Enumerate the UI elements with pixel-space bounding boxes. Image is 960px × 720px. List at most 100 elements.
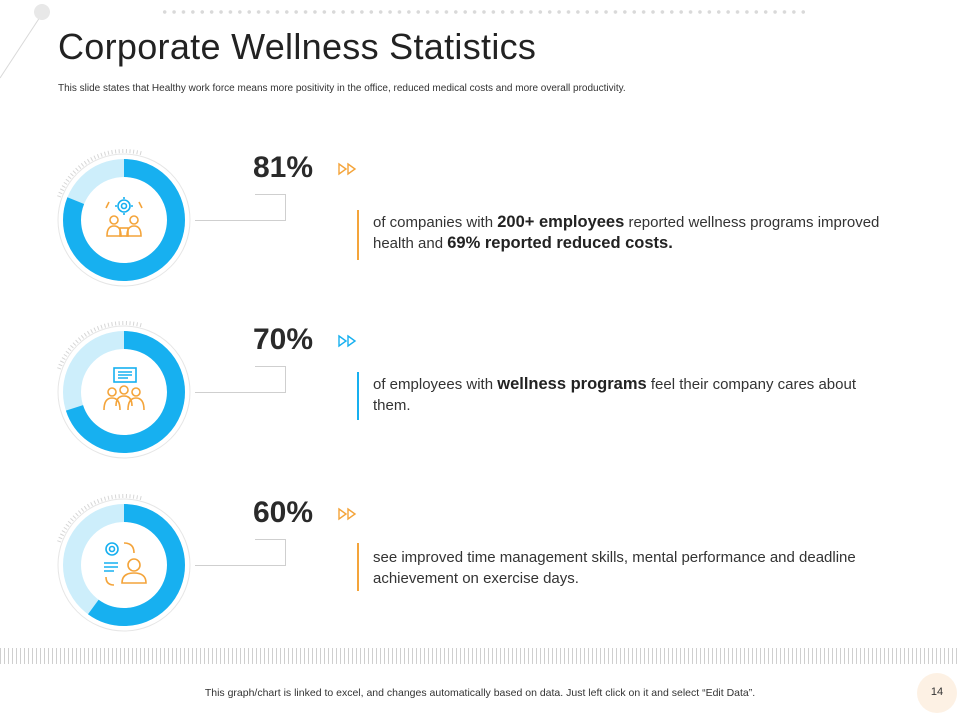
donut-tick-mark: [83, 505, 87, 510]
donut-tick-mark: [59, 533, 64, 537]
donut-tick-mark: [61, 357, 66, 360]
donut-tick-mark: [87, 158, 90, 163]
connector-line: [195, 220, 285, 221]
donut-ticks: [57, 321, 142, 370]
donut-tick-mark: [57, 367, 62, 370]
connector-line: [195, 565, 285, 566]
donut-tick-mark: [132, 494, 135, 499]
decorative-tick-strip: [0, 648, 960, 664]
percent-label-1: 81%: [253, 151, 314, 184]
donut-tick-mark: [111, 321, 113, 327]
stat-row-2: 70% of employees with wellness programs …: [0, 320, 960, 470]
donut-tick-mark: [61, 530, 66, 533]
stat-description-2: of employees with wellness programs feel…: [373, 375, 857, 414]
decorative-dot-line: [160, 9, 810, 15]
donut-tick-mark: [139, 495, 142, 501]
donut-tick-mark: [65, 350, 70, 354]
donut-outer-ring: [57, 498, 191, 632]
donut-tick-mark: [103, 323, 107, 328]
donut-tick-mark: [111, 149, 113, 155]
donut-tick-mark: [63, 181, 68, 185]
donut-tick-mark: [75, 339, 79, 344]
page-number: 14: [917, 673, 957, 713]
donut-tick-mark: [107, 150, 110, 155]
connector-line: [195, 392, 285, 393]
donut-tick-mark: [67, 175, 72, 180]
donut-tick-mark: [65, 523, 70, 527]
donut-chart-2[interactable]: [52, 320, 197, 465]
donut-chart-3[interactable]: [52, 493, 197, 638]
donut-tick-mark: [100, 497, 103, 502]
donut-tick-mark: [93, 500, 97, 505]
donut-arc-70: [63, 331, 185, 453]
donut-tick-mark: [83, 332, 87, 337]
donut-tick-mark: [57, 195, 62, 198]
donut-tick-mark: [70, 345, 74, 349]
donut-tick-mark: [90, 329, 93, 334]
team-gear-icon: [105, 197, 143, 237]
donut-tick-mark: [72, 515, 77, 519]
donut-tick-mark: [107, 322, 110, 327]
donut-tick-mark: [57, 540, 62, 543]
donut-tick-mark: [59, 188, 64, 192]
donut-tick-mark: [136, 150, 139, 155]
decorative-circle: [34, 4, 50, 20]
double-arrow-icon: [337, 334, 359, 351]
donut-tick-mark: [103, 496, 107, 501]
donut-chart-1[interactable]: [52, 148, 197, 293]
stat-row-3: 60% see improved time management skills,…: [0, 493, 960, 643]
accent-bar: [357, 210, 359, 260]
connector-bracket: [255, 539, 286, 566]
donut-tick-mark: [70, 518, 74, 522]
donut-tick-mark: [100, 152, 103, 157]
donut-arc-60: [63, 504, 185, 626]
percent-label-3: 60%: [253, 496, 314, 529]
stat-description-1: of companies with 200+ employees reporte…: [373, 213, 880, 252]
stat-row-1: 81% of companies with 200+ employees rep…: [0, 148, 960, 298]
donut-tick-mark: [75, 512, 79, 517]
donut-tick-mark: [72, 342, 77, 346]
donut-tick-mark: [93, 327, 97, 332]
donut-ticks: [57, 149, 142, 198]
donut-tick-mark: [80, 334, 85, 339]
donut-tick-mark: [77, 337, 82, 341]
donut-tick-mark: [77, 165, 82, 169]
donut-tick-mark: [63, 526, 68, 530]
double-arrow-icon: [337, 507, 359, 524]
donut-tick-mark: [77, 510, 82, 514]
donut-tick-mark: [65, 178, 70, 182]
donut-tick-mark: [58, 191, 63, 195]
donut-tick-mark: [72, 170, 77, 174]
donut-tick-mark: [90, 157, 93, 162]
donut-tick-mark: [59, 360, 64, 364]
donut-tick-mark: [58, 536, 63, 540]
donut-tick-mark: [80, 162, 85, 167]
stat-description-3: see improved time management skills, men…: [373, 549, 856, 587]
connector-bracket: [255, 194, 286, 221]
donut-tick-mark: [70, 173, 74, 177]
accent-bar: [357, 543, 359, 591]
donut-tick-mark: [136, 322, 139, 327]
donut-tick-mark: [139, 322, 142, 328]
donut-tick-mark: [87, 503, 90, 508]
page-title: Corporate Wellness Statistics: [58, 26, 537, 67]
donut-arc-81: [63, 159, 185, 281]
donut-tick-mark: [107, 495, 110, 500]
donut-tick-mark: [93, 155, 97, 160]
donut-tick-mark: [90, 502, 93, 507]
donut-tick-mark: [61, 185, 66, 188]
donut-outer-ring: [57, 153, 191, 287]
donut-tick-mark: [67, 347, 72, 352]
donut-tick-mark: [67, 520, 72, 525]
donut-tick-mark: [139, 150, 142, 156]
donut-tick-mark: [132, 321, 135, 326]
donut-tick-mark: [96, 498, 100, 504]
percent-label-2: 70%: [253, 323, 314, 356]
footer-note: This graph/chart is linked to excel, and…: [204, 687, 756, 699]
donut-tick-mark: [83, 160, 87, 165]
donut-tick-mark: [100, 324, 103, 329]
decorative-corner-line: [0, 4, 50, 79]
donut-tick-mark: [103, 151, 107, 156]
double-arrow-icon: [337, 162, 359, 179]
donut-tick-mark: [75, 167, 79, 172]
